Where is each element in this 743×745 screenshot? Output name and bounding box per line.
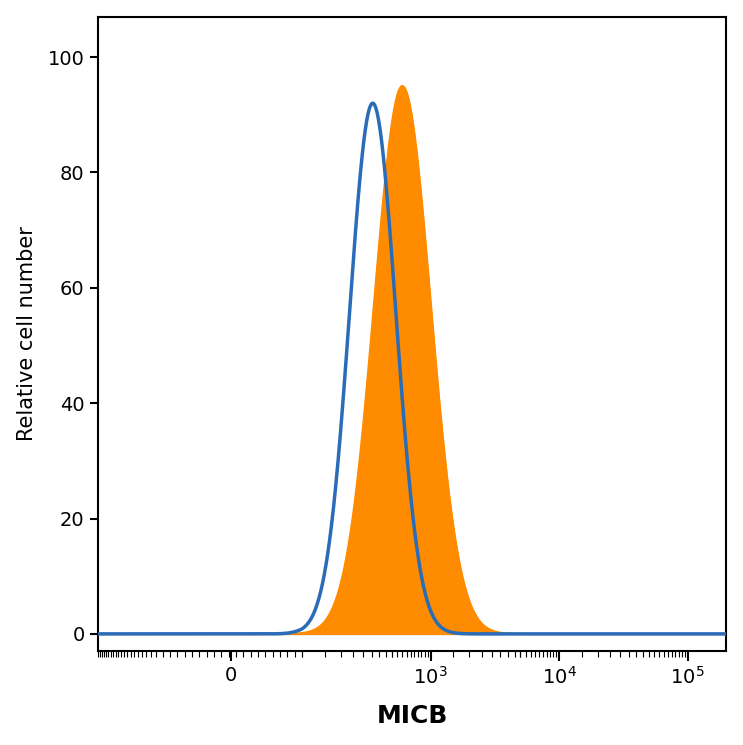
X-axis label: MICB: MICB [377,704,448,729]
Y-axis label: Relative cell number: Relative cell number [16,226,36,441]
